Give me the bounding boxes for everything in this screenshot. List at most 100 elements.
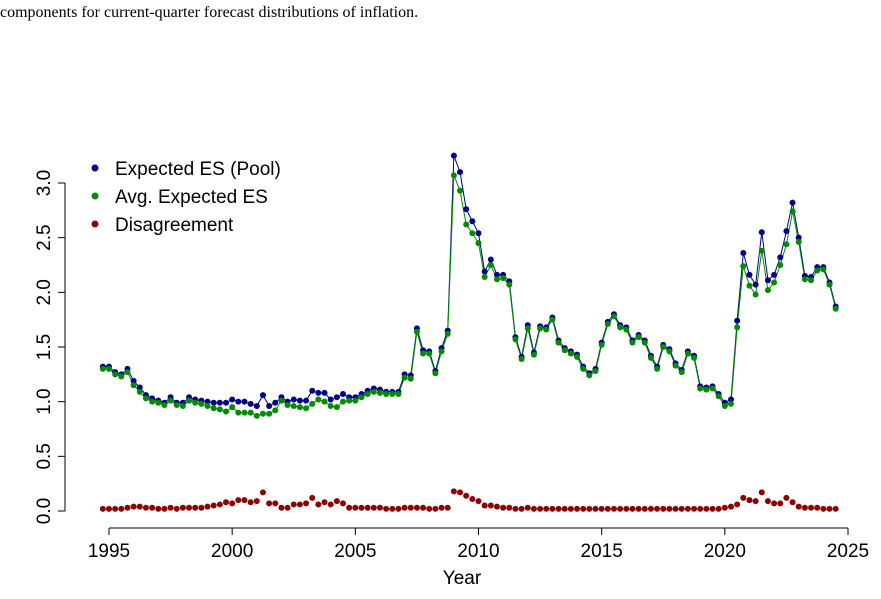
series-line	[102, 175, 837, 417]
data-point	[303, 397, 310, 404]
data-point	[364, 391, 371, 398]
data-point	[229, 396, 236, 403]
data-point	[272, 500, 279, 507]
data-point	[352, 397, 359, 404]
data-point	[512, 336, 519, 343]
data-point	[641, 505, 648, 512]
data-point	[99, 365, 106, 372]
data-point	[272, 407, 279, 414]
data-point	[333, 404, 340, 411]
data-point	[457, 489, 464, 496]
data-point	[346, 504, 353, 511]
data-point	[136, 503, 143, 510]
data-point	[106, 505, 112, 512]
data-point	[407, 504, 414, 511]
data-point	[524, 504, 531, 511]
data-point	[734, 324, 741, 331]
data-point	[210, 502, 217, 509]
data-point	[777, 254, 784, 261]
data-point	[469, 230, 476, 237]
data-point	[413, 504, 420, 511]
data-point	[481, 502, 488, 509]
data-point	[149, 504, 156, 511]
x-tick-label: 2000	[211, 541, 253, 562]
data-point	[469, 218, 476, 225]
data-point	[610, 313, 617, 320]
data-point	[697, 505, 704, 512]
data-point	[555, 339, 562, 346]
x-tick-label: 2015	[581, 541, 623, 562]
data-point	[561, 347, 568, 354]
data-point	[106, 365, 112, 372]
data-point	[660, 505, 667, 512]
y-tick-label: 3.0	[34, 170, 55, 196]
data-point	[266, 500, 273, 507]
data-point	[740, 263, 747, 270]
data-point	[118, 373, 125, 380]
data-point	[709, 385, 716, 392]
data-point	[210, 405, 217, 412]
data-point	[204, 503, 211, 510]
y-tick-label: 2.5	[34, 224, 55, 250]
data-point	[758, 489, 765, 496]
data-point	[598, 341, 605, 348]
legend-marker	[91, 220, 99, 228]
data-point	[771, 279, 778, 286]
data-point	[346, 397, 353, 404]
data-point	[530, 351, 537, 358]
data-point	[142, 395, 149, 402]
data-point	[358, 394, 365, 401]
data-point	[832, 305, 839, 312]
data-point	[253, 412, 260, 419]
legend-marker	[91, 192, 99, 200]
data-point	[832, 505, 839, 512]
data-point	[518, 505, 525, 512]
x-tick-label: 2025	[827, 541, 869, 562]
data-point	[487, 262, 494, 268]
data-point	[229, 404, 236, 411]
data-point	[617, 324, 624, 331]
data-point	[376, 504, 383, 511]
data-point	[475, 498, 482, 505]
data-point	[721, 504, 728, 511]
data-point	[512, 505, 519, 512]
data-point	[278, 504, 285, 511]
data-point	[186, 504, 193, 511]
data-point	[654, 365, 661, 372]
data-point	[450, 172, 457, 179]
data-point	[660, 344, 667, 350]
data-point	[789, 499, 796, 506]
data-point	[647, 505, 654, 512]
caption: components for current-quarter forecast …	[0, 4, 418, 21]
data-point	[740, 494, 747, 501]
data-point	[426, 505, 433, 512]
data-point	[216, 406, 223, 413]
data-point	[130, 503, 137, 510]
data-point	[783, 241, 790, 248]
x-tick-label: 2010	[457, 541, 499, 562]
data-point	[691, 354, 698, 361]
data-point	[192, 504, 199, 511]
data-point	[420, 504, 427, 511]
data-point	[567, 350, 574, 357]
data-point	[574, 353, 581, 360]
data-point	[777, 500, 784, 507]
data-point	[715, 393, 722, 400]
data-point	[383, 391, 390, 398]
data-point	[315, 389, 322, 396]
data-point	[592, 368, 599, 375]
data-point	[734, 317, 741, 324]
data-point	[623, 326, 630, 333]
data-point	[124, 504, 131, 511]
data-point	[647, 354, 654, 361]
data-point	[284, 401, 291, 408]
data-point	[561, 505, 568, 512]
data-point	[229, 500, 236, 507]
data-point	[272, 399, 279, 406]
data-point	[580, 505, 587, 512]
data-point	[198, 504, 205, 511]
data-point	[463, 206, 470, 213]
data-point	[740, 249, 747, 256]
data-point	[450, 152, 457, 159]
data-point	[389, 505, 396, 512]
